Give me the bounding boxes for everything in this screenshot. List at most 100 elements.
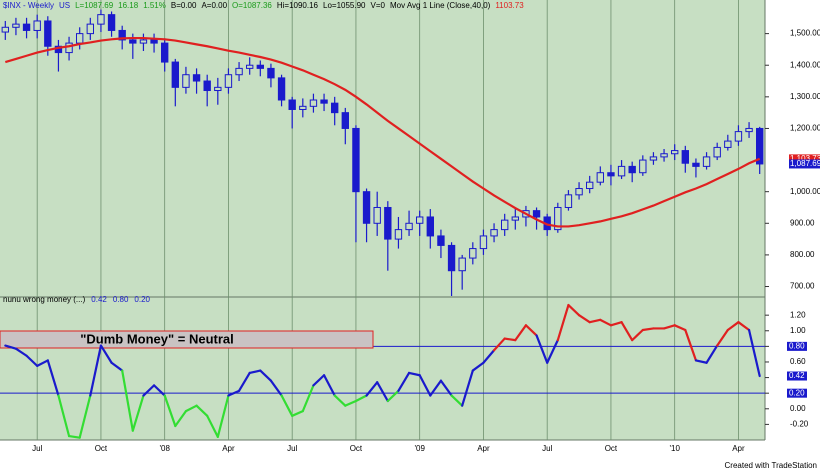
candle-body: [447, 244, 456, 272]
candle-body: [756, 127, 764, 165]
level-label: 0.20: [789, 388, 805, 397]
candle-body: [214, 86, 222, 92]
candle-body: [331, 102, 339, 114]
candle-body: [564, 194, 573, 208]
indicator-segment: [216, 394, 230, 438]
header-text: 1103.73: [495, 1, 524, 10]
candle-body: [649, 156, 658, 161]
indicator-segment: [620, 321, 634, 342]
indicator-segment: [694, 359, 708, 364]
candle-body: [33, 20, 41, 31]
plot-background: [0, 0, 765, 440]
last-value-label: 1,103.73: [790, 154, 820, 163]
candle-body: [405, 222, 413, 231]
candle-body: [586, 181, 594, 190]
indicator-segment: [227, 389, 241, 397]
header-text: L=1087.69: [75, 1, 114, 10]
indicator-segment: [57, 394, 71, 438]
candle-body: [203, 80, 211, 92]
y-tick-label: 1,500.00: [790, 29, 820, 38]
indicator-segment: [577, 314, 591, 324]
y-tick-label: 900.00: [790, 218, 815, 227]
indicator-segment: [110, 361, 124, 372]
candle-body: [320, 99, 328, 104]
indicator-segment: [609, 321, 623, 327]
candle-body: [469, 248, 477, 259]
indicator-segment: [174, 410, 188, 428]
candle-body: [724, 140, 732, 148]
header-text: 16.18: [118, 1, 139, 10]
header-text: B=0.00: [171, 1, 197, 10]
candle-body: [437, 235, 445, 246]
indicator-segment: [503, 337, 517, 342]
indicator-segment: [365, 381, 379, 397]
indicator-segment: [397, 371, 411, 392]
indicator-segment: [312, 374, 326, 387]
indicator-segment: [461, 369, 474, 407]
candle-body: [192, 74, 201, 82]
indicator-segment: [14, 347, 28, 357]
candle-body: [660, 153, 668, 158]
candle-body: [681, 150, 689, 164]
y-tick-label: 1,200.00: [790, 124, 820, 133]
y-tick-label: 1.00: [790, 326, 806, 335]
annotation-box: [0, 330, 374, 349]
candle-body: [671, 150, 679, 155]
indicator-segment: [407, 371, 421, 377]
candle-body: [575, 188, 583, 196]
indicator-segment: [78, 394, 92, 439]
candle-body: [118, 29, 126, 41]
indicator-segment: [152, 384, 166, 397]
candle-body: [309, 99, 318, 107]
x-tick-label: Oct: [95, 444, 108, 453]
indicator-segment: [588, 318, 602, 324]
indicator-header: 0.20: [134, 295, 150, 304]
indicator-segment: [546, 339, 559, 364]
candle-body: [628, 165, 636, 174]
indicator-segment: [25, 354, 39, 367]
indicator-segment: [471, 361, 485, 372]
y-tick-label: -0.20: [790, 420, 809, 429]
last-value-box: [789, 159, 820, 169]
indicator-segment: [269, 379, 283, 397]
candle-body: [702, 156, 711, 167]
indicator-segment: [524, 324, 538, 337]
indicator-segment: [142, 384, 156, 397]
indicator-segment: [195, 404, 209, 417]
candle-body: [352, 127, 360, 193]
indicator-segment: [301, 384, 315, 413]
indicator-segment: [259, 369, 273, 382]
indicator-header: 0.42: [91, 295, 107, 304]
x-tick-label: Apr: [732, 444, 745, 453]
candle-body: [490, 229, 498, 237]
candle-body: [596, 172, 604, 183]
candle-body: [171, 61, 179, 88]
footer-note: Created with TradeStation: [725, 461, 818, 470]
level-box: [787, 388, 807, 398]
indicator-segment: [429, 379, 443, 397]
y-tick-label: 700.00: [790, 282, 815, 291]
candle-body: [76, 33, 84, 44]
level-box: [787, 341, 807, 351]
candle-body: [479, 235, 488, 250]
candle-body: [1, 26, 9, 33]
candle-body: [745, 127, 753, 133]
indicator-segment: [184, 404, 198, 413]
candle-body: [713, 146, 721, 158]
candle-body: [288, 99, 296, 110]
last-value-box: [789, 154, 820, 164]
candle-body: [150, 39, 158, 44]
indicator-segment: [450, 394, 464, 407]
indicator-segment: [291, 410, 304, 417]
last-value-box: [787, 371, 807, 381]
indicator-segment: [131, 394, 145, 432]
indicator-segment: [99, 344, 113, 364]
indicator-segment: [514, 324, 528, 342]
indicator-segment: [333, 394, 347, 407]
x-tick-label: '09: [414, 444, 425, 453]
candle-body: [246, 64, 254, 69]
candle-body: [86, 23, 94, 35]
indicator-segment: [567, 303, 581, 317]
indicator-segment: [684, 328, 698, 362]
indicator-segment: [36, 359, 49, 367]
